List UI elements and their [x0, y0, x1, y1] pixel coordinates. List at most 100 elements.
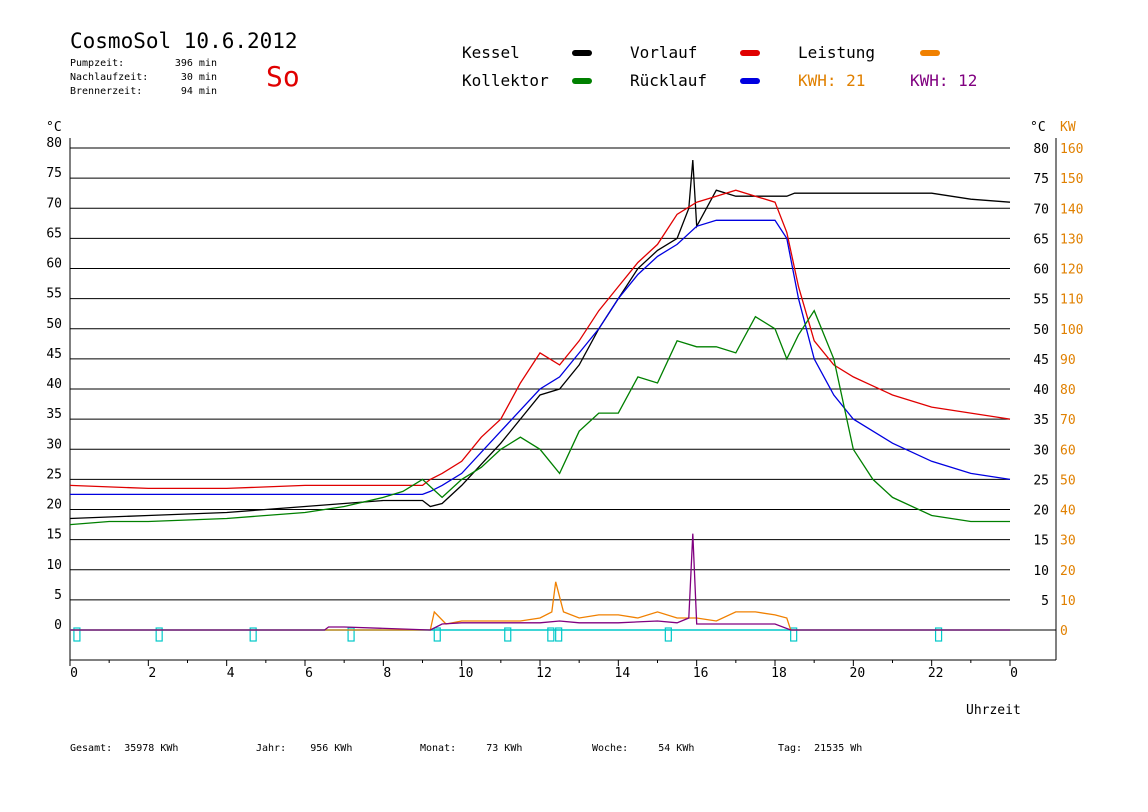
y-tick-label-right-temp: 65 — [1033, 232, 1049, 247]
series-line-kollektor — [69, 309, 1010, 526]
y-tick-label-right-power: 20 — [1060, 564, 1076, 579]
legend-kollektor-swatch — [572, 78, 592, 84]
y-tick-label-left: 15 — [46, 528, 62, 543]
y-tick-label-left: 35 — [46, 407, 62, 422]
info-pumpzeit: Pumpzeit: 396 min — [70, 58, 217, 69]
y-tick-label-right-power: 130 — [1060, 232, 1083, 247]
y-tick-label-right-power: 110 — [1060, 293, 1083, 308]
y-tick-label-left: 50 — [46, 317, 62, 332]
y-tick-label-right-temp: 75 — [1033, 172, 1049, 187]
y-tick-label-right-power: 30 — [1060, 534, 1076, 549]
y-tick-label-left: 65 — [46, 226, 62, 241]
y-tick-label-left: 60 — [46, 257, 62, 272]
y-tick-label-right-power: 150 — [1060, 172, 1083, 187]
x-tick-label: 12 — [536, 666, 552, 681]
y-tick-label-right-temp: 80 — [1033, 142, 1049, 157]
x-tick-label: 20 — [850, 666, 866, 681]
y-tick-label-right-temp: 45 — [1033, 353, 1049, 368]
footer-woche: Woche: 54 KWh — [592, 743, 695, 754]
x-tick-label: 6 — [305, 666, 313, 681]
y-tick-label-right-temp: 50 — [1033, 323, 1049, 338]
y-tick-label-left: 25 — [46, 467, 62, 482]
footer-monat: Monat: 73 KWh — [420, 743, 523, 754]
y-tick-label-right-temp: 10 — [1033, 564, 1049, 579]
pump-marker — [73, 627, 81, 642]
pump-marker — [790, 627, 798, 642]
y-tick-label-left: 75 — [46, 166, 62, 181]
y-tick-label-left: 55 — [46, 287, 62, 302]
y-tick-label-right-power: 140 — [1060, 202, 1083, 217]
x-tick-label: 14 — [615, 666, 631, 681]
pump-marker — [547, 627, 555, 642]
y-tick-label-left: 45 — [46, 347, 62, 362]
y-tick-label-right-power: 10 — [1060, 594, 1076, 609]
page-title: CosmoSol 10.6.2012 — [70, 29, 298, 53]
x-axis-label: Uhrzeit — [966, 703, 1021, 718]
y-tick-label-right-power: 50 — [1060, 473, 1076, 488]
y-tick-label-right-power: 0 — [1060, 624, 1068, 639]
pump-marker — [249, 627, 257, 642]
series-line-rcklauf — [70, 219, 1011, 496]
y-tick-label-left: 80 — [46, 136, 62, 151]
footer-gesamt: Gesamt: 35978 KWh — [70, 743, 179, 754]
y-tick-label-right-power: 60 — [1060, 443, 1076, 458]
y-tick-label-right-temp: 5 — [1041, 594, 1049, 609]
y-tick-label-right-temp: 20 — [1033, 504, 1049, 519]
x-tick-label: 0 — [1010, 666, 1018, 681]
y-tick-label-right-temp: 30 — [1033, 443, 1049, 458]
y-tick-label-right-power: 100 — [1060, 323, 1083, 338]
y-tick-label-right-temp: 55 — [1033, 293, 1049, 308]
y-tick-label-right-power: 80 — [1060, 383, 1076, 398]
footer-tag: Tag: 21535 Wh — [778, 743, 863, 754]
y-tick-label-right-power: 120 — [1060, 263, 1083, 278]
legend-kollektor-label: Kollektor — [462, 71, 549, 90]
legend-ruecklauf-label: Rücklauf — [630, 71, 708, 90]
y-tick-label-right-power: 40 — [1060, 504, 1076, 519]
y-tick-label-right-temp: 60 — [1033, 263, 1049, 278]
pump-marker — [555, 627, 563, 642]
legend-kwh-purple: KWH: 12 — [910, 71, 978, 90]
x-tick-label: 2 — [148, 666, 156, 681]
y-tick-label-left: 5 — [54, 588, 62, 603]
series-line-vorlauf — [69, 189, 1011, 490]
legend-leistung-label: Leistung — [798, 43, 876, 62]
legend-kwh-orange: KWH: 21 — [798, 71, 866, 90]
x-tick-label: 18 — [771, 666, 787, 681]
y-tick-label-left: 0 — [54, 618, 62, 633]
legend-leistung-swatch — [920, 50, 940, 56]
y-axis-unit-left: °C — [46, 120, 62, 135]
legend-kessel-label: Kessel — [462, 43, 520, 62]
info-brennerzeit: Brennerzeit: 94 min — [70, 86, 217, 97]
pump-marker — [433, 627, 441, 642]
footer-jahr: Jahr: 956 KWh — [256, 743, 353, 754]
legend-kessel-swatch — [572, 50, 592, 56]
y-axis-unit-right-temp: °C — [1030, 120, 1046, 135]
y-tick-label-right-temp: 25 — [1033, 473, 1049, 488]
legend-vorlauf-label: Vorlauf — [630, 43, 698, 62]
y-tick-label-right-temp: 40 — [1033, 383, 1049, 398]
series-line-leistung — [70, 581, 1010, 631]
pump-marker — [504, 627, 512, 642]
x-tick-label: 8 — [383, 666, 391, 681]
y-tick-label-right-power: 70 — [1060, 413, 1076, 428]
x-tick-label: 4 — [227, 666, 235, 681]
series-line-purple — [70, 533, 1010, 631]
y-tick-label-right-temp: 15 — [1033, 534, 1049, 549]
y-tick-label-right-temp: 35 — [1033, 413, 1049, 428]
y-tick-label-right-power: 90 — [1060, 353, 1076, 368]
y-tick-label-right-temp: 70 — [1033, 202, 1049, 217]
pump-marker — [155, 627, 163, 642]
legend-vorlauf-swatch — [740, 50, 760, 56]
y-tick-label-left: 20 — [46, 498, 62, 513]
x-tick-label: 10 — [458, 666, 474, 681]
y-tick-label-left: 70 — [46, 196, 62, 211]
y-tick-label-right-power: 160 — [1060, 142, 1083, 157]
series-line-kessel — [69, 160, 1011, 520]
y-tick-label-left: 10 — [46, 558, 62, 573]
x-tick-label: 0 — [70, 666, 78, 681]
pump-marker — [934, 627, 943, 642]
x-tick-label: 16 — [693, 666, 709, 681]
y-tick-label-left: 30 — [46, 437, 62, 452]
legend-ruecklauf-swatch — [740, 78, 760, 84]
